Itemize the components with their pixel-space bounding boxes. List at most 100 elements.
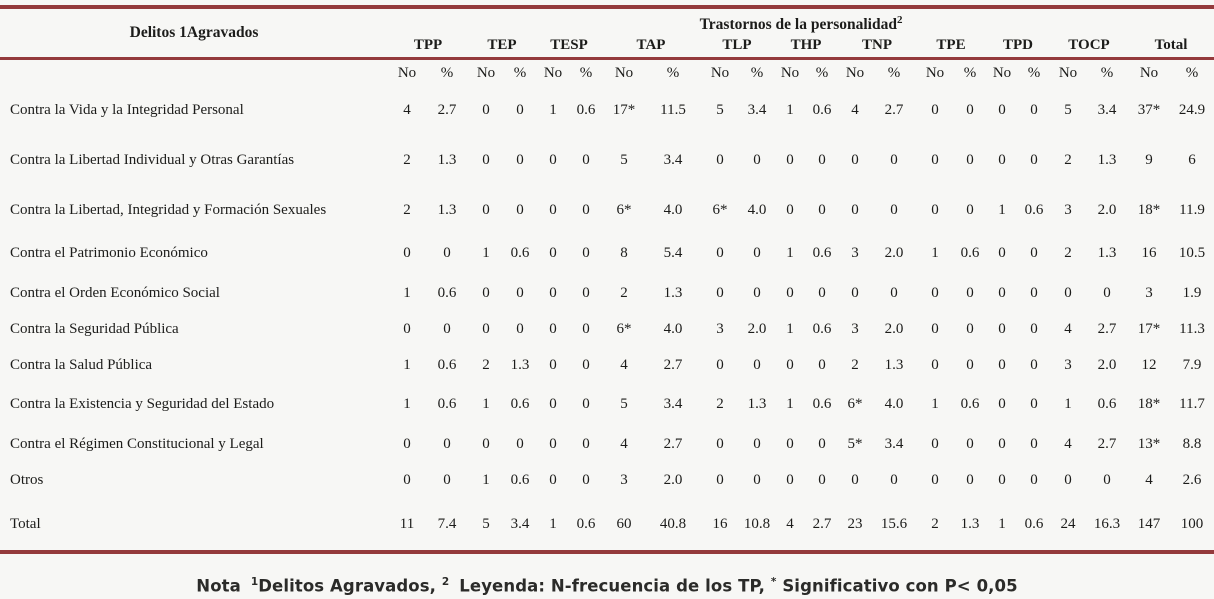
table-cell: 2 [403, 152, 411, 169]
table-cell: 1 [403, 284, 411, 301]
table-cell: 2.7 [1097, 320, 1117, 337]
table-cell: 0 [549, 471, 557, 488]
table-cell: 2 [620, 284, 628, 301]
table-cell: 0.6 [576, 515, 596, 532]
table-cell: 0 [582, 202, 590, 219]
table-cell: 0 [966, 471, 974, 488]
table-cell: 1 [931, 245, 939, 262]
table-cell: 16 [712, 515, 728, 532]
table-cell: 18* [1137, 396, 1161, 413]
table-cell: 10.5 [1178, 245, 1206, 262]
table-cell: 1 [549, 515, 557, 532]
subheader-no: No [845, 65, 865, 82]
column-header-tesp: TESP [536, 34, 602, 60]
column-header-tlp: TLP [700, 34, 774, 60]
table-row: Contra la Salud Pública 1 0.6 2 1.3 0 0 4 2.7 0 0 0… [0, 347, 1214, 383]
table-cell: 0.6 [437, 284, 457, 301]
table-cell: 2.7 [437, 101, 457, 118]
table-cell: 4 [620, 356, 628, 373]
table-cell: 11.7 [1179, 396, 1205, 413]
table-cell: 0 [851, 202, 859, 219]
table-cell: 0 [753, 284, 761, 301]
table-cell: 0 [516, 284, 524, 301]
table-cell: 1 [482, 396, 490, 413]
table-cell: 1 [786, 245, 794, 262]
header-row-no-pct: No% No% No% No% No% No% No% No% No% No% No% [0, 58, 1214, 88]
table-cell: 0.6 [1097, 396, 1117, 413]
table-row: Contra el Patrimonio Económico 0 0 1 0.6 0 0 8 5… [0, 232, 1214, 275]
subheader-pct: % [513, 65, 527, 82]
table-cell: 2.7 [663, 435, 683, 452]
table-cell: 2 [482, 356, 490, 373]
table-cell: 0 [753, 471, 761, 488]
table-cell: 0 [516, 101, 524, 118]
subheader-no: No [614, 65, 634, 82]
table-cell: 0 [786, 152, 794, 169]
table-cell: 3.4 [1097, 101, 1117, 118]
table-cell: 2 [851, 356, 859, 373]
table-cell: 0 [786, 471, 794, 488]
table-cell: 0 [516, 435, 524, 452]
table-cell: 0.6 [812, 396, 832, 413]
table-cell: 4.0 [747, 202, 767, 219]
table-cell: 1 [482, 245, 490, 262]
table-cell: 0 [966, 435, 974, 452]
table-cell: 0 [549, 396, 557, 413]
table-body: Contra la Vida y la Integridad Personal 4… [0, 88, 1214, 552]
table-cell: 0 [582, 320, 590, 337]
table-cell: 0 [443, 435, 451, 452]
table-cell: 2 [931, 515, 939, 532]
table-row: Contra el Régimen Constitucional y Legal… [0, 426, 1214, 462]
table-row: Contra la Libertad, Integridad y Formaci… [0, 189, 1214, 232]
table-cell: 0 [931, 202, 939, 219]
table-cell: 0 [582, 356, 590, 373]
table-cell: 3 [1145, 284, 1153, 301]
table-cell: 17* [1137, 320, 1161, 337]
table-cell: 13* [1137, 435, 1161, 452]
table-cell: 1 [786, 320, 794, 337]
column-header-tap: TAP [602, 34, 700, 60]
table-cell: 0 [582, 396, 590, 413]
table-cell: 0 [516, 152, 524, 169]
column-header-tnp: TNP [838, 34, 916, 60]
table-cell: 4.0 [663, 202, 683, 219]
table-cell: 3 [1064, 356, 1072, 373]
column-header-tep: TEP [468, 34, 536, 60]
table-cell: 5.4 [663, 245, 683, 262]
table-cell: 0 [716, 152, 724, 169]
table-cell: 2.0 [663, 471, 683, 488]
table-cell: 8 [620, 245, 628, 262]
column-header-tpe: TPE [916, 34, 986, 60]
row-label: Otros [10, 471, 44, 488]
table-cell: 0.6 [812, 320, 832, 337]
table-cell: 7.4 [437, 515, 457, 532]
table-cell: 2.6 [1182, 471, 1202, 488]
table-cell: 0 [786, 435, 794, 452]
table-cell: 4.0 [884, 396, 904, 413]
table-cell: 0.6 [1024, 515, 1044, 532]
table-cell: 0 [482, 152, 490, 169]
table-cell: 0.6 [510, 245, 530, 262]
subheader-no: No [397, 65, 417, 82]
table-cell: 16.3 [1093, 515, 1121, 532]
table-footnote: Nota 1Delitos Agravados, 2 Leyenda: N-frec… [0, 576, 1214, 596]
table-cell: 3 [851, 245, 859, 262]
table-cell: 0 [516, 320, 524, 337]
table-cell: 0 [482, 284, 490, 301]
table-cell: 0 [998, 101, 1006, 118]
table-cell: 147 [1137, 515, 1161, 532]
table-cell: 11 [399, 515, 415, 532]
table-cell: 0 [818, 356, 826, 373]
table-cell: 1 [1064, 396, 1072, 413]
group-header-label: Trastornos de la personalidad [699, 16, 897, 34]
column-header-tocp: TOCP [1050, 34, 1128, 60]
table-cell: 0 [549, 245, 557, 262]
table-cell: 4 [851, 101, 859, 118]
table-row: Contra el Orden Económico Social 1 0.6 0 0 0 0… [0, 275, 1214, 311]
table-cell: 0 [890, 471, 898, 488]
subheader-pct: % [440, 65, 454, 82]
table-cell: 3.4 [663, 152, 683, 169]
table-cell: 0 [482, 202, 490, 219]
table-cell: 5 [716, 101, 724, 118]
table-cell: 4 [620, 435, 628, 452]
